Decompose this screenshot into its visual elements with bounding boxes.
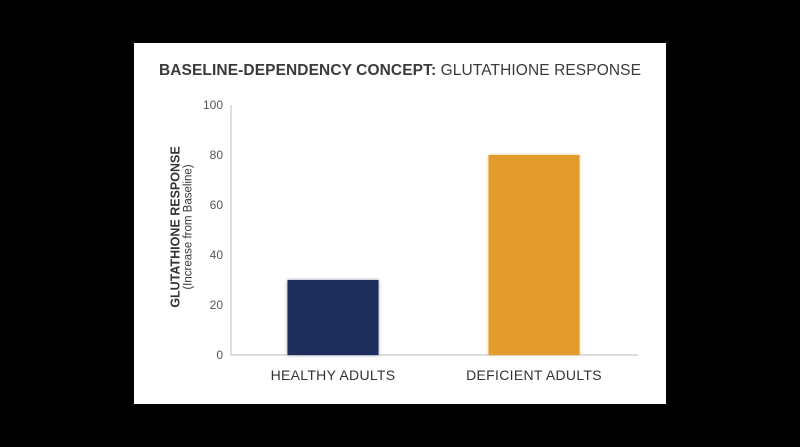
bar-chart-plot: 0 20 40 60 80 100 HEALTHY ADULTS DEFICIENT ADU…: [203, 98, 638, 383]
y-tick-label: 40: [210, 248, 224, 262]
x-category-label: DEFICIENT ADULTS: [466, 367, 602, 383]
y-tick-label: 80: [210, 148, 224, 162]
y-tick-label: 100: [203, 98, 223, 112]
y-tick-label: 0: [216, 348, 223, 362]
y-tick-label: 20: [210, 298, 224, 312]
chart-title: BASELINE-DEPENDENCY CONCEPT: GLUTATHIONE…: [134, 62, 666, 80]
y-tick-label: 60: [210, 198, 224, 212]
x-category-label: HEALTHY ADULTS: [271, 367, 396, 383]
bar-deficient-adults: [488, 155, 580, 355]
chart-title-bold: BASELINE-DEPENDENCY CONCEPT:: [158, 62, 437, 79]
bar-healthy-adults: [287, 280, 379, 355]
chart-card: BASELINE-DEPENDENCY CONCEPT: GLUTATHIONE…: [134, 43, 666, 404]
chart-title-light: GLUTATHIONE RESPONSE: [440, 62, 642, 79]
